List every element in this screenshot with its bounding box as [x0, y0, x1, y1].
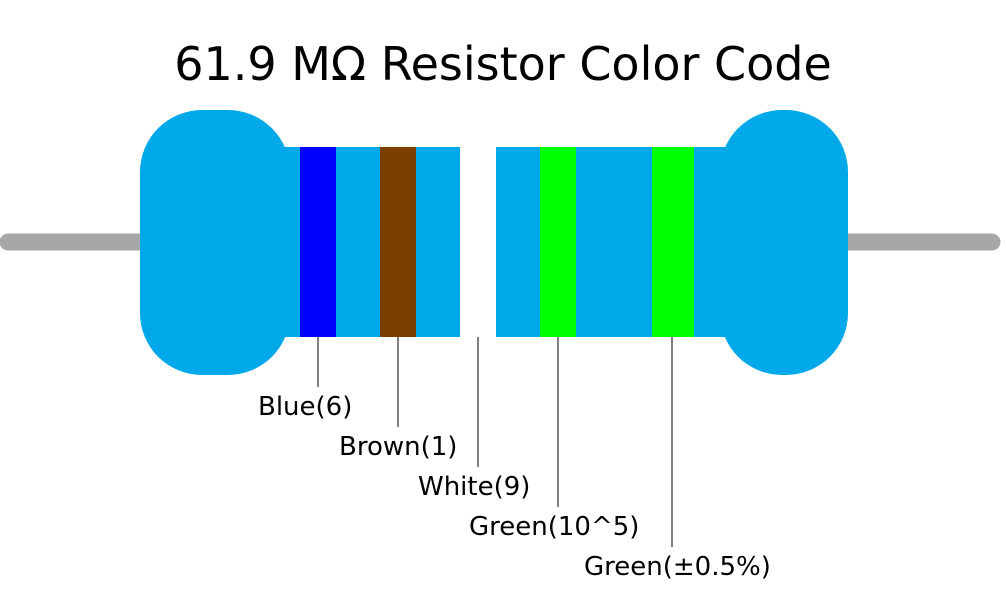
- band-label: Green(10^5): [469, 512, 639, 542]
- left-cap: [140, 110, 290, 375]
- band-label: Green(±0.5%): [584, 552, 771, 582]
- bands: [300, 147, 694, 337]
- color-band: [300, 147, 336, 337]
- color-band: [652, 147, 694, 337]
- right-cap: [720, 110, 848, 375]
- color-band: [540, 147, 576, 337]
- band-label: Brown(1): [339, 432, 457, 462]
- title: 61.9 MΩ Resistor Color Code: [174, 37, 832, 91]
- band-label: Blue(6): [258, 392, 352, 422]
- color-band: [460, 147, 496, 337]
- color-band: [380, 147, 416, 337]
- band-label: White(9): [418, 472, 530, 502]
